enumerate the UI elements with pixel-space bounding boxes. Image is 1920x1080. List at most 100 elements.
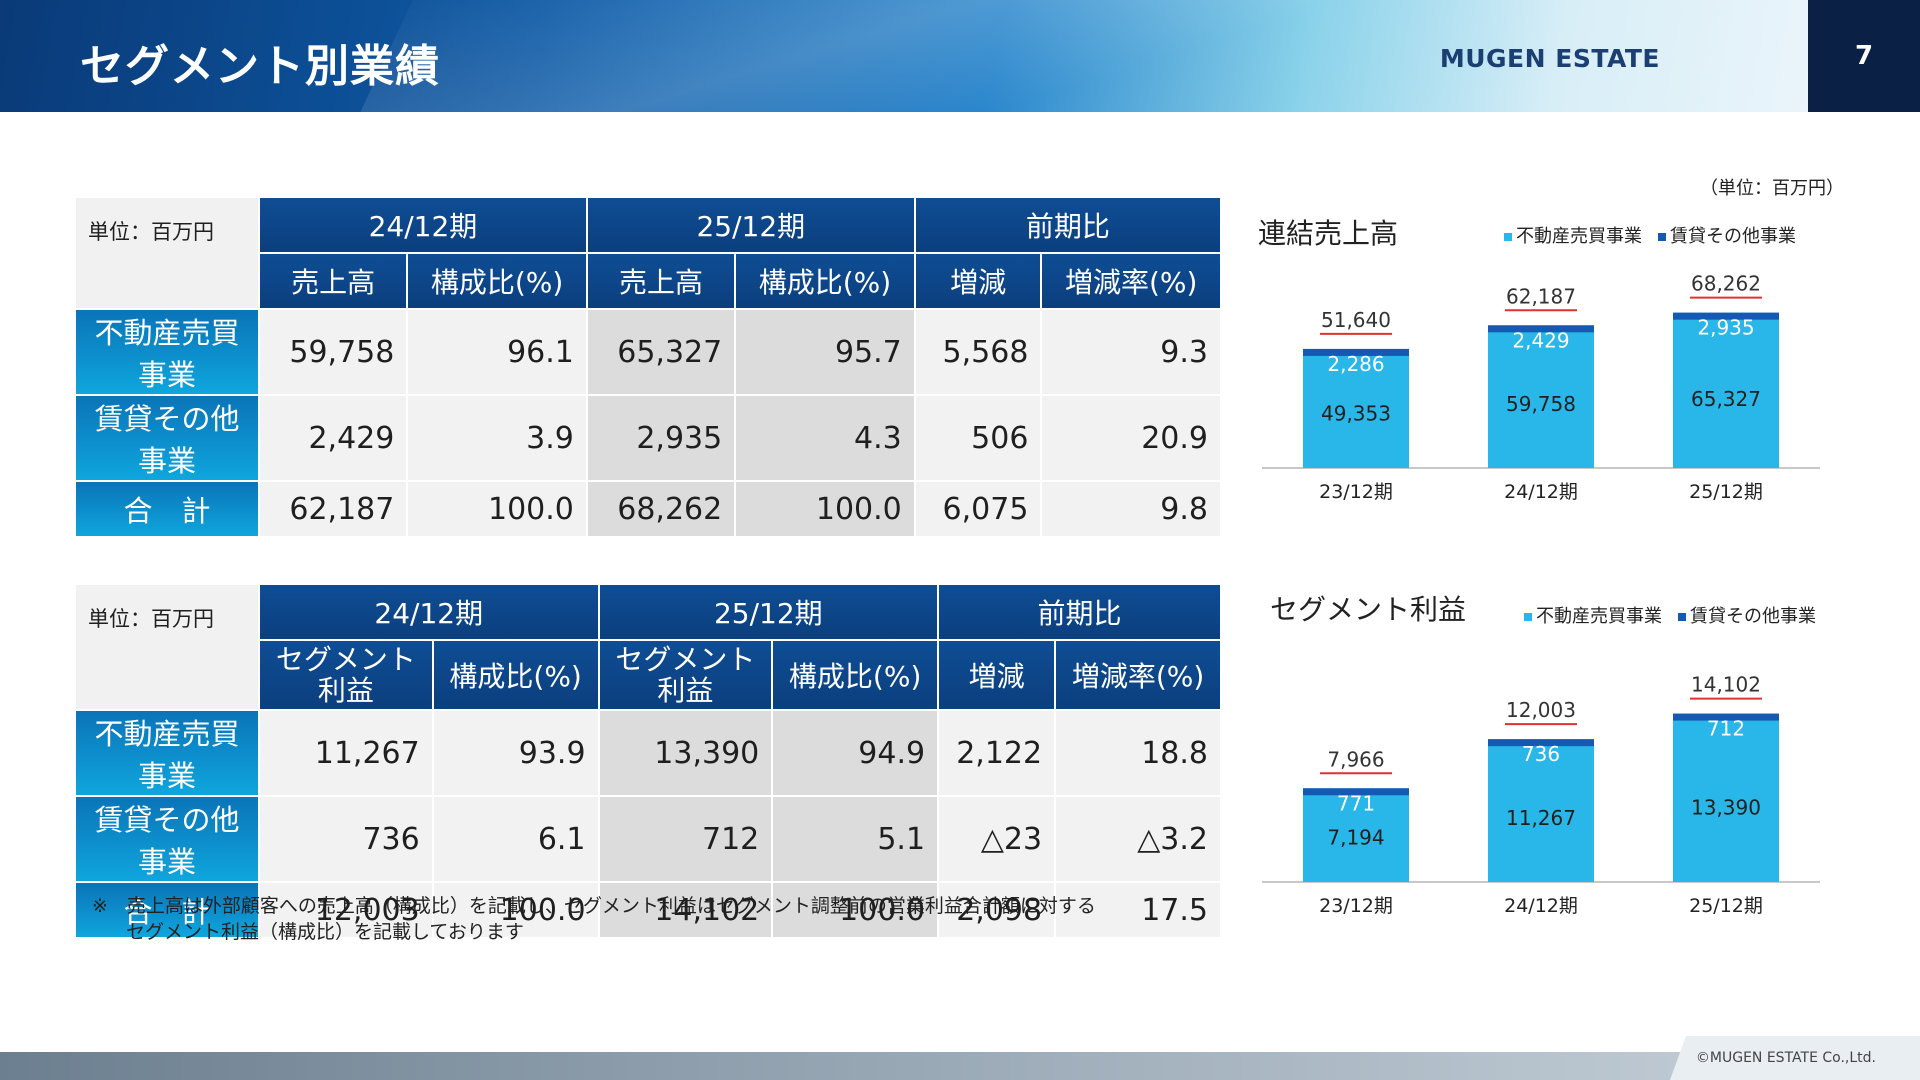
chart-title: セグメント利益 [1270, 593, 1467, 626]
cell: 59,758 [260, 310, 407, 394]
period-header: 25/12期 [599, 585, 938, 639]
cell: 736 [260, 797, 432, 881]
category-label: 23/12期 [1319, 481, 1393, 503]
row-label: 賃貸その他事業 [76, 797, 258, 881]
column-header: 売上高 [587, 254, 735, 308]
column-header: 増減 [939, 641, 1055, 709]
data-label: 7,194 [1327, 826, 1384, 850]
total-label: 7,966 [1327, 747, 1384, 771]
cell: 18.8 [1056, 711, 1220, 795]
header-banner: セグメント別業績 MUGEN ESTATE [0, 0, 1808, 112]
copyright: ©MUGEN ESTATE Co.,Ltd. [1695, 1050, 1876, 1066]
bar-segment-main [1673, 312, 1779, 468]
bar-segment-top [1303, 788, 1409, 796]
table-row: 賃貸その他事業 736 6.1 712 5.1 △23 △3.2 [76, 797, 1220, 881]
row-label: 合 計 [76, 883, 258, 937]
table-row: 合 計 12,003 100.0 14,102 100.0 2,098 17.5 [76, 883, 1220, 937]
table-row: 賃貸その他事業 2,429 3.9 2,935 4.3 506 20.9 [76, 396, 1220, 480]
column-header: セグメント 利益 [260, 641, 432, 709]
cell: 96.1 [408, 310, 586, 394]
cell: 68,262 [587, 482, 735, 536]
total-label: 51,640 [1321, 308, 1391, 332]
row-label: 不動産売買事業 [76, 711, 258, 795]
data-label: 712 [1707, 717, 1745, 741]
period-header: 前期比 [939, 585, 1220, 639]
profit-chart: 771 7,194 7,966 23/12期 736 11,267 12,003 24/12期… [1262, 673, 1820, 917]
table-row: 合 計 62,187 100.0 68,262 100.0 6,075 9.8 [76, 482, 1220, 536]
page-number: 7 [1808, 0, 1920, 112]
column-header: セグメント 利益 [599, 641, 772, 709]
cell: 93.9 [433, 711, 598, 795]
cell: 100.0 [408, 482, 586, 536]
cell: 4.3 [736, 396, 914, 480]
data-label: 13,390 [1691, 796, 1761, 820]
data-label: 59,758 [1506, 392, 1576, 416]
header-line: セグメント [615, 643, 756, 676]
unit-label: 単位：百万円 [76, 585, 258, 709]
column-header: 構成比(%) [433, 641, 598, 709]
legend-label: 不動産売買事業 [1516, 226, 1642, 247]
bar-segment-top [1303, 348, 1409, 356]
legend-swatch [1524, 613, 1532, 621]
legend-swatch [1678, 613, 1686, 621]
footnote: ※ 売上高は外部顧客への売上高（構成比）を記載し、セグメント利益はセグメント調整… [92, 893, 1096, 945]
data-label: 2,935 [1697, 316, 1754, 340]
data-label: 736 [1522, 742, 1560, 766]
legend-swatch [1658, 233, 1666, 241]
total-label: 62,187 [1506, 284, 1576, 308]
cell: 9.8 [1042, 482, 1220, 536]
cell: 9.3 [1042, 310, 1220, 394]
cell: 5,568 [915, 310, 1041, 394]
bar-segment-top [1673, 312, 1779, 320]
data-label: 771 [1337, 791, 1375, 815]
cell: 20.9 [1042, 396, 1220, 480]
legend-item: 不動産売買事業 [1504, 222, 1642, 248]
table-row: 不動産売買事業 59,758 96.1 65,327 95.7 5,568 9.… [76, 310, 1220, 394]
cell: 506 [915, 396, 1041, 480]
chart-title: 連結売上高 [1258, 217, 1399, 250]
bar-segment-main [1673, 713, 1779, 882]
bar-segment-main [1488, 739, 1594, 882]
brand-logo: MUGEN ESTATE [1439, 44, 1660, 73]
column-header: 増減率(%) [1056, 641, 1220, 709]
cell: 12,003 [260, 883, 432, 937]
header-line: 利益 [317, 674, 374, 707]
row-label: 合 計 [76, 482, 258, 536]
cell: 65,327 [587, 310, 735, 394]
column-header: 増減 [915, 254, 1041, 308]
data-label: 2,429 [1512, 328, 1569, 352]
cell: 11,267 [260, 711, 432, 795]
period-header: 24/12期 [260, 198, 586, 252]
bar-segment-top [1488, 325, 1594, 333]
sales-table: 単位：百万円 24/12期 25/12期 前期比 売上高 構成比(%) 売上高 … [74, 196, 1222, 538]
legend-label: 不動産売買事業 [1536, 606, 1662, 627]
cell: 6.1 [433, 797, 598, 881]
legend-item: 賃貸その他事業 [1678, 602, 1816, 628]
column-header: 構成比(%) [773, 641, 938, 709]
cell: 13,390 [599, 711, 772, 795]
cell: 712 [599, 797, 772, 881]
row-label: 賃貸その他事業 [76, 396, 258, 480]
cell: 95.7 [736, 310, 914, 394]
category-label: 25/12期 [1689, 481, 1763, 503]
data-label: 49,353 [1321, 401, 1391, 425]
table-row: 不動産売買事業 11,267 93.9 13,390 94.9 2,122 18… [76, 711, 1220, 795]
cell: 94.9 [773, 711, 938, 795]
category-label: 25/12期 [1689, 895, 1763, 917]
cell: 2,429 [260, 396, 407, 480]
sales-chart: 2,286 49,353 51,640 23/12期 2,429 59,758 62,187… [1262, 272, 1820, 503]
row-label: 不動産売買事業 [76, 310, 258, 394]
cell: 2,098 [939, 883, 1055, 937]
cell: △3.2 [1056, 797, 1220, 881]
bar-segment-top [1673, 713, 1779, 721]
bar-segment-main [1488, 325, 1594, 468]
column-header: 増減率(%) [1042, 254, 1220, 308]
cell: 100.0 [773, 883, 938, 937]
footnote-line: セグメント利益（構成比）を記載しております [126, 921, 524, 943]
bar-segment-main [1303, 348, 1409, 468]
column-header: 構成比(%) [736, 254, 914, 308]
category-label: 23/12期 [1319, 895, 1393, 917]
bar-segment-main [1303, 788, 1409, 882]
footnote-line: ※ 売上高は外部顧客への売上高（構成比）を記載し、セグメント利益はセグメント調整… [92, 895, 1096, 917]
chart-legend: 不動産売買事業 賃貸その他事業 [1524, 602, 1816, 628]
